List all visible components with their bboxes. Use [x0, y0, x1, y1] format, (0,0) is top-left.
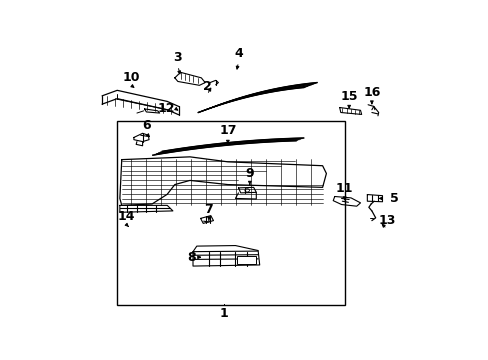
- Text: 1: 1: [219, 307, 228, 320]
- Text: 8: 8: [187, 251, 196, 264]
- Text: 9: 9: [245, 167, 254, 180]
- Text: 2: 2: [202, 80, 211, 93]
- Text: 6: 6: [142, 119, 150, 132]
- Text: 15: 15: [340, 90, 357, 103]
- Text: 16: 16: [363, 86, 380, 99]
- Text: 13: 13: [378, 214, 395, 227]
- Text: 7: 7: [204, 203, 213, 216]
- Text: 11: 11: [335, 182, 353, 195]
- Text: 10: 10: [122, 71, 140, 84]
- Polygon shape: [120, 157, 326, 205]
- Text: 14: 14: [117, 210, 135, 223]
- Text: 5: 5: [389, 192, 398, 205]
- Text: 12: 12: [157, 102, 175, 114]
- Bar: [117, 121, 344, 305]
- Bar: [237, 256, 255, 264]
- Text: 17: 17: [219, 125, 236, 138]
- Text: 4: 4: [234, 47, 243, 60]
- Text: 3: 3: [173, 51, 182, 64]
